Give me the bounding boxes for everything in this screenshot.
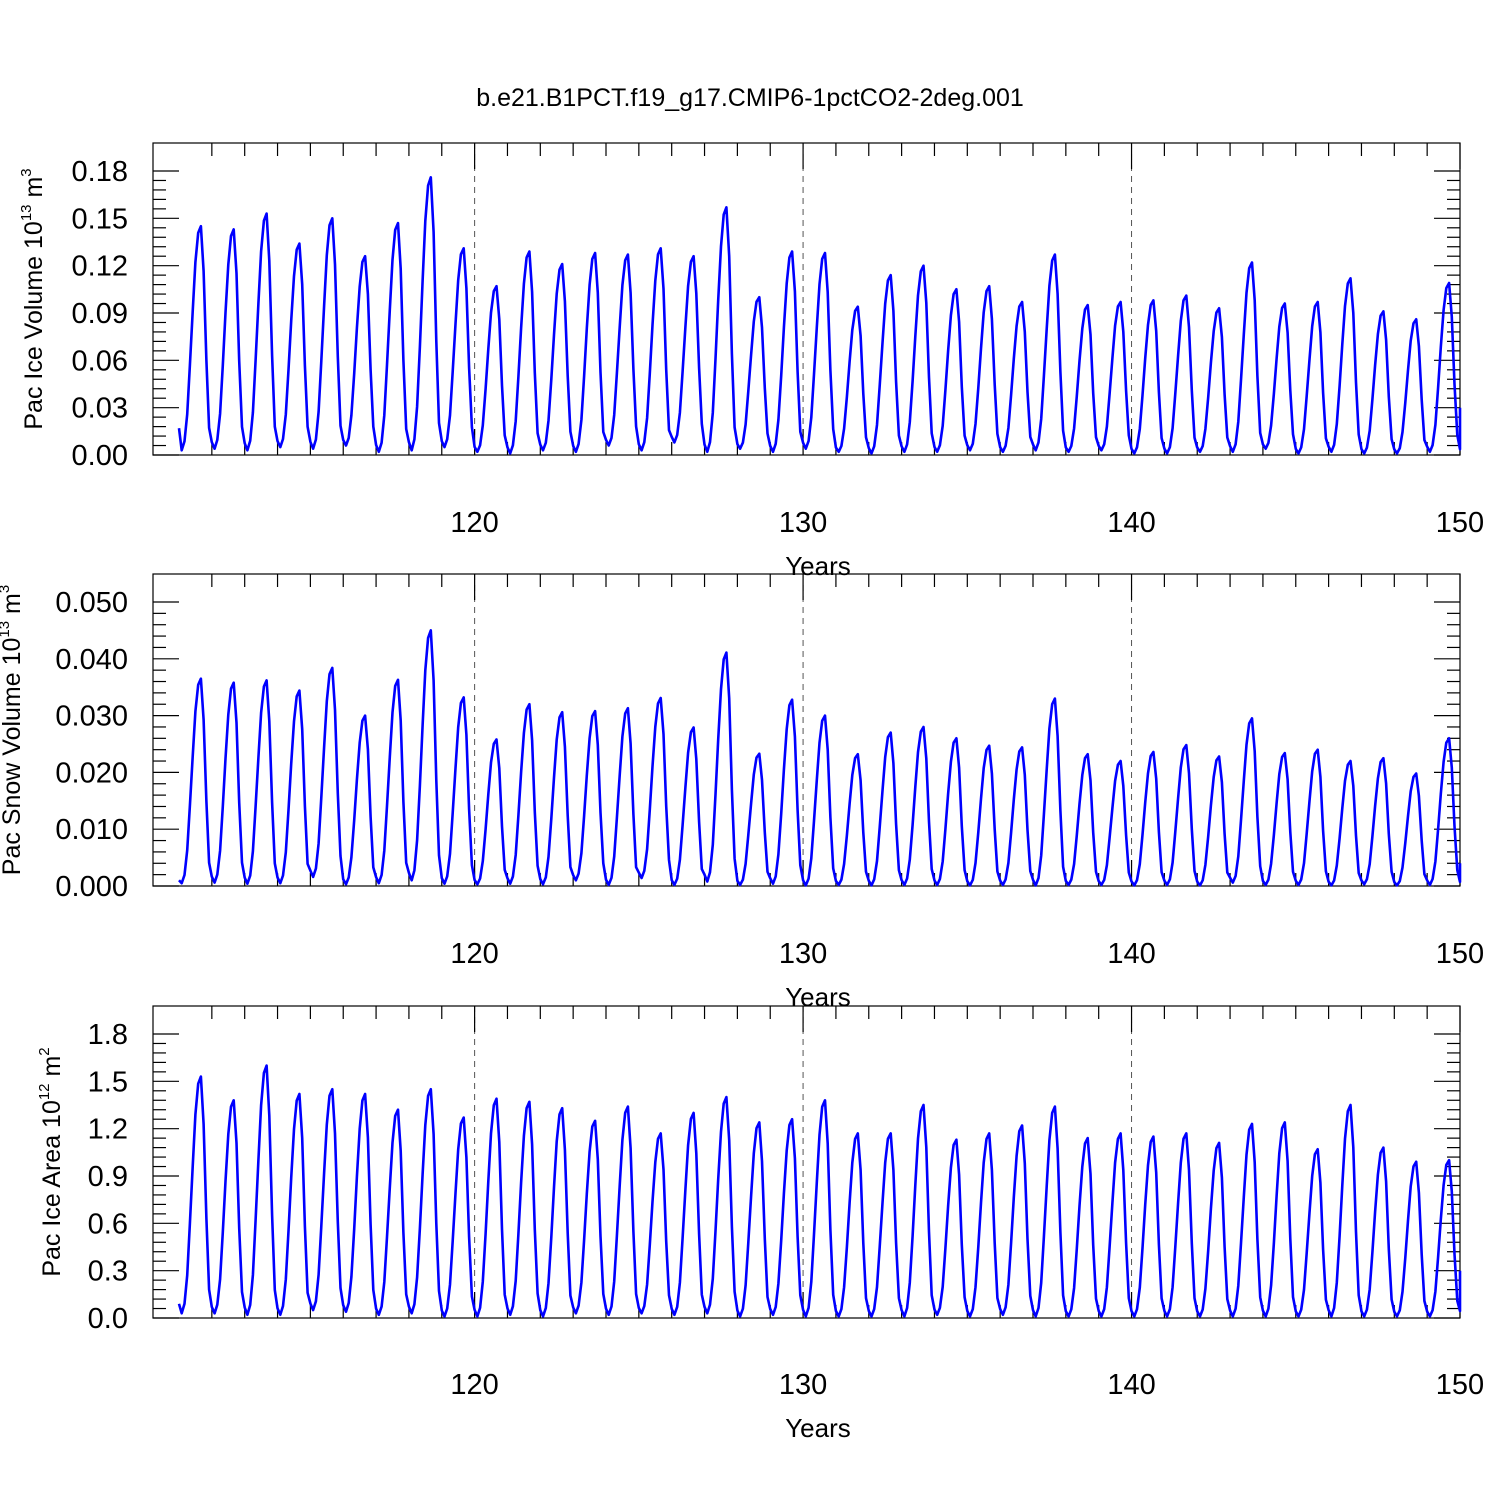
y-tick-label: 0.9 bbox=[88, 1161, 128, 1193]
y-tick-label: 0.15 bbox=[72, 203, 128, 235]
y-tick-label: 1.5 bbox=[88, 1066, 128, 1098]
panel-ice-volume: 0.00 0.03 0.06 0.09 0.12 0.15 0.18 120 130 140 150… bbox=[18, 142, 1484, 581]
series-line bbox=[178, 629, 1462, 887]
plot-frame bbox=[152, 573, 1461, 887]
x-tick-label: 150 bbox=[1436, 1369, 1484, 1401]
x-tick-label: 120 bbox=[450, 1369, 498, 1401]
x-tick-label: 130 bbox=[779, 1369, 827, 1401]
y-axis-label: Pac Snow Volume 1013 m3 bbox=[0, 585, 26, 875]
y-tick-label: 0.030 bbox=[55, 701, 128, 733]
x-tick-label: 120 bbox=[450, 507, 498, 539]
y-tick-label: 0.18 bbox=[72, 156, 128, 188]
x-tick-label: 150 bbox=[1436, 938, 1484, 970]
x-tick-label: 140 bbox=[1107, 938, 1155, 970]
x-tick-label: 140 bbox=[1107, 507, 1155, 539]
y-tick-label: 0.010 bbox=[55, 814, 128, 846]
y-tick-label: 0.00 bbox=[72, 440, 128, 472]
x-tick-label: 130 bbox=[779, 507, 827, 539]
y-tick-label: 1.2 bbox=[88, 1114, 128, 1146]
y-tick-label: 0.03 bbox=[72, 393, 128, 425]
panel-ice-area: 0.0 0.3 0.6 0.9 1.2 1.5 1.8 120 130 140 150 Years Pa… bbox=[36, 1005, 1484, 1443]
x-tick-label: 150 bbox=[1436, 507, 1484, 539]
x-axis-label: Years bbox=[785, 982, 851, 1012]
y-tick-label: 0.040 bbox=[55, 644, 128, 676]
y-tick-label: 0.000 bbox=[55, 871, 128, 903]
y-axis-label: Pac Ice Volume 1013 m3 bbox=[18, 168, 48, 429]
plot-frame bbox=[152, 142, 1461, 456]
y-tick-label: 0.12 bbox=[72, 251, 128, 283]
y-tick-label: 0.09 bbox=[72, 298, 128, 330]
x-tick-label: 120 bbox=[450, 938, 498, 970]
y-tick-label: 1.8 bbox=[88, 1019, 128, 1051]
y-tick-label: 0.020 bbox=[55, 757, 128, 789]
y-tick-label: 0.3 bbox=[88, 1256, 128, 1288]
x-axis-label: Years bbox=[785, 551, 851, 581]
y-axis-label: Pac Ice Area 1012 m2 bbox=[36, 1047, 66, 1276]
plot-frame bbox=[152, 1005, 1461, 1319]
x-tick-label: 140 bbox=[1107, 1369, 1155, 1401]
y-tick-label: 0.6 bbox=[88, 1208, 128, 1240]
x-tick-label: 130 bbox=[779, 938, 827, 970]
panel-snow-volume: 0.000 0.010 0.020 0.030 0.040 0.050 120 130 140 1… bbox=[0, 573, 1484, 1012]
series-line bbox=[177, 176, 1462, 455]
y-tick-label: 0.06 bbox=[72, 345, 128, 377]
figure-title: b.e21.B1PCT.f19_g17.CMIP6-1pctCO2-2deg.0… bbox=[476, 84, 1024, 112]
y-tick-label: 0.0 bbox=[88, 1303, 128, 1335]
x-axis-label: Years bbox=[785, 1413, 851, 1443]
y-tick-label: 0.050 bbox=[55, 587, 128, 619]
series-line bbox=[177, 1064, 1462, 1318]
